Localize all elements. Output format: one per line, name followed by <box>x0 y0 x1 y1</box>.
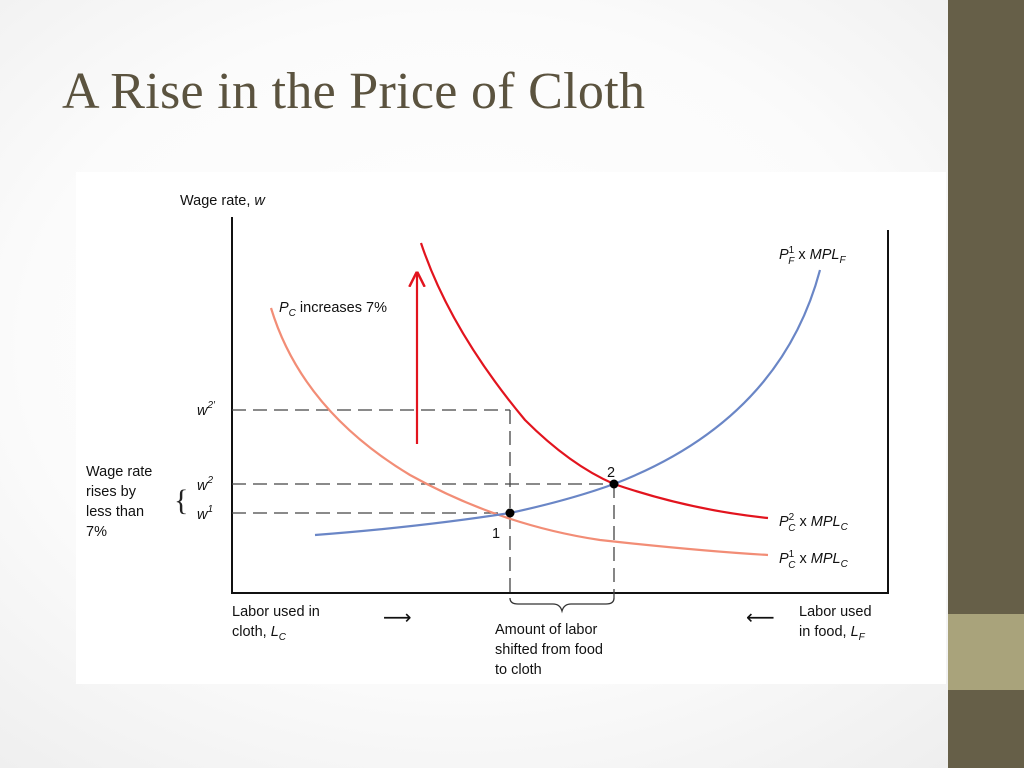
equilibrium-point-2 <box>609 479 619 489</box>
svg-text:cloth, LC: cloth, LC <box>232 624 287 643</box>
slide-title: A Rise in the Price of Cloth <box>62 63 646 120</box>
side-bar-accent <box>948 614 1024 690</box>
svg-text:rises by: rises by <box>86 484 137 500</box>
w2-label: w2 <box>197 475 213 494</box>
cloth-new-curve-label: P2 C x MPLC <box>779 512 849 534</box>
equilibrium-point-1 <box>505 508 515 518</box>
wage-rise-annotation: Wage rate rises by less than 7% <box>86 464 152 540</box>
left-arrow-icon: ⟵ <box>746 605 775 629</box>
svg-text:less than: less than <box>86 504 144 520</box>
y-axis-label: Wage rate, w <box>180 193 266 209</box>
w1-label: w1 <box>197 504 213 523</box>
point-2-label: 2 <box>607 465 615 481</box>
food-curve-label: P1 F x MPLF <box>779 245 846 267</box>
cloth-labor-label: Labor used in cloth, LC <box>232 604 320 643</box>
cloth-new-curve <box>419 242 769 520</box>
svg-text:7%: 7% <box>86 524 107 540</box>
labor-shift-note: Amount of labor shifted from food to clo… <box>495 622 603 678</box>
food-curve <box>314 269 822 537</box>
svg-text:Wage rate: Wage rate <box>86 464 152 480</box>
cloth-old-curve-label: P1 C x MPLC <box>779 549 849 571</box>
svg-text:in food, LF: in food, LF <box>799 624 866 643</box>
point-1-label: 1 <box>492 526 500 542</box>
svg-text:to cloth: to cloth <box>495 662 542 678</box>
pc-increase-label: PC increases 7% <box>279 300 387 319</box>
svg-text:Labor used: Labor used <box>799 604 872 620</box>
svg-text:Labor used in: Labor used in <box>232 604 320 620</box>
labor-shift-bracket <box>509 597 615 614</box>
food-labor-label: Labor used in food, LF <box>799 604 872 643</box>
cloth-old-curve <box>269 307 769 557</box>
svg-text:Amount of labor: Amount of labor <box>495 622 598 638</box>
right-arrow-icon: ⟶ <box>383 605 412 629</box>
wage-brace: { <box>174 484 188 517</box>
figure-panel <box>76 172 946 684</box>
w2prime-label: w2′ <box>197 400 216 419</box>
svg-text:shifted from food: shifted from food <box>495 642 603 658</box>
